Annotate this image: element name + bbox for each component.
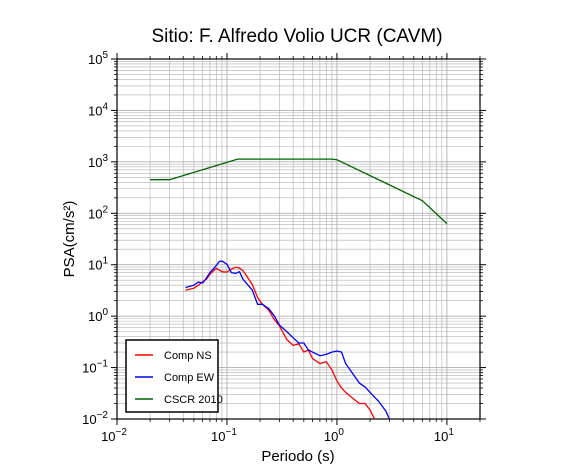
y-tick-label: 10−2 [82,410,108,427]
plot-frame [116,58,481,420]
y-tick-label: 103 [88,153,108,170]
y-tick-label: 102 [88,204,108,221]
x-tick-label: 101 [434,427,454,444]
series-line-cscr-2010 [150,158,448,225]
series-layer [150,158,448,419]
y-tick-label: 10−1 [82,359,108,376]
x-tick-label: 10−2 [101,427,127,444]
y-tick-label: 100 [88,307,108,324]
y-axis-title: PSA(cm/s²) [61,201,78,278]
series-line-comp-ew [185,260,390,419]
grid-major [116,59,480,420]
y-axis-ticks: 10−2 10−1 100 101 102 103 104 105 [82,50,486,427]
x-axis-ticks: 10−2 10−1 100 101 [101,53,481,444]
x-tick-label: 10−1 [211,427,237,444]
legend: Comp NS Comp EW CSCR 2010 [125,339,223,413]
y-tick-label: 101 [88,256,108,273]
x-tick-label: 100 [324,427,344,444]
legend-label-cscr-2010: CSCR 2010 [164,394,223,406]
legend-label-comp-ew: Comp EW [164,372,215,384]
series-line-comp-ns [185,266,376,419]
chart-title: Sitio: F. Alfredo Volio UCR (CAVM) [151,26,442,47]
x-axis-title: Periodo (s) [261,448,334,465]
y-tick-label: 105 [88,50,108,67]
y-tick-label: 104 [88,101,108,118]
legend-box [125,339,219,413]
legend-label-comp-ns: Comp NS [164,350,212,362]
